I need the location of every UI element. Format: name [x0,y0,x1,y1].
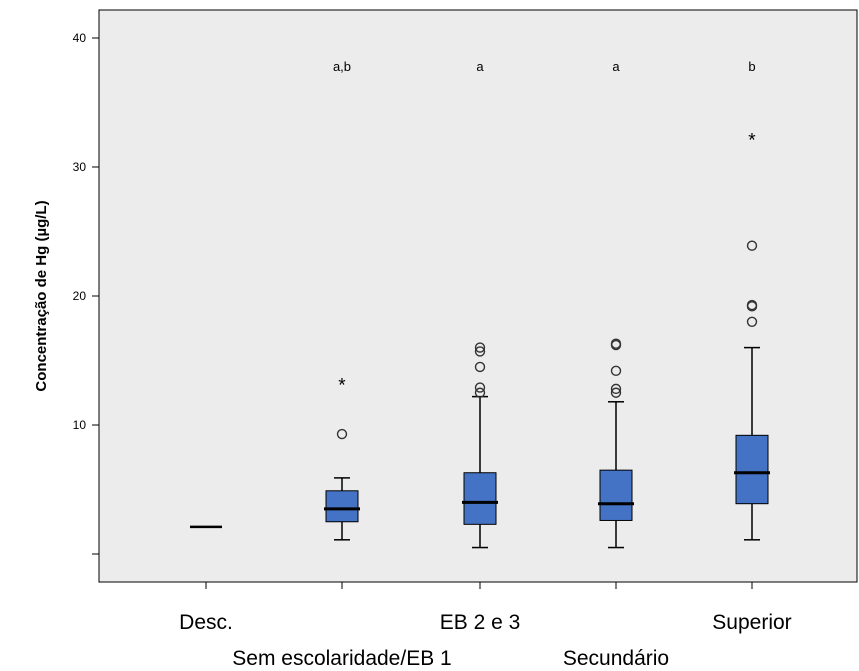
outlier-point [610,383,622,395]
x-category-label: Superior [712,611,791,634]
boxplot-group: * a,b [324,59,360,541]
x-category-label: Desc. [179,611,233,634]
boxplot-group: a [598,59,634,549]
outlier-point [474,346,486,357]
outlier-point [336,428,348,440]
outlier-point [474,382,486,393]
significance-label: a [476,59,484,74]
outlier-point [474,361,486,373]
outlier-point [474,387,486,398]
boxplots: *a,b a a*b [190,59,770,549]
extreme-point: * [338,375,346,396]
significance-label: b [748,59,755,74]
outlier-point [610,365,622,377]
outlier-point [474,342,486,353]
iqr-box [735,434,769,505]
iqr-box [325,490,359,523]
boxplot-group: *b [734,59,770,541]
iqr-box [463,472,497,525]
y-tick-label: 30 [73,160,87,174]
x-category-label: Secundário [563,647,669,670]
x-category-label: Sem escolaridade/EB 1 [232,647,451,670]
y-tick-label: 10 [73,418,87,432]
outlier-point [746,240,758,251]
significance-label: a [612,59,620,74]
outlier-point [610,338,622,349]
y-tick-label: 40 [73,31,87,45]
y-axis-label: Concentração de Hg (µg/L) [33,200,50,391]
boxplot-group: a [462,59,498,549]
iqr-box [599,469,633,521]
outlier-point [610,387,622,398]
x-axis-labels: Desc. Sem escolaridade/EB 1 EB 2 e 3 Secund… [179,582,792,670]
extreme-point: * [748,130,756,151]
outlier-point [746,316,758,327]
outlier-point [746,299,758,311]
y-tick-label: 20 [73,289,87,303]
y-axis: 10 20 30 40 [73,31,99,555]
x-category-label: EB 2 e 3 [440,611,521,634]
significance-label: a,b [333,59,351,74]
